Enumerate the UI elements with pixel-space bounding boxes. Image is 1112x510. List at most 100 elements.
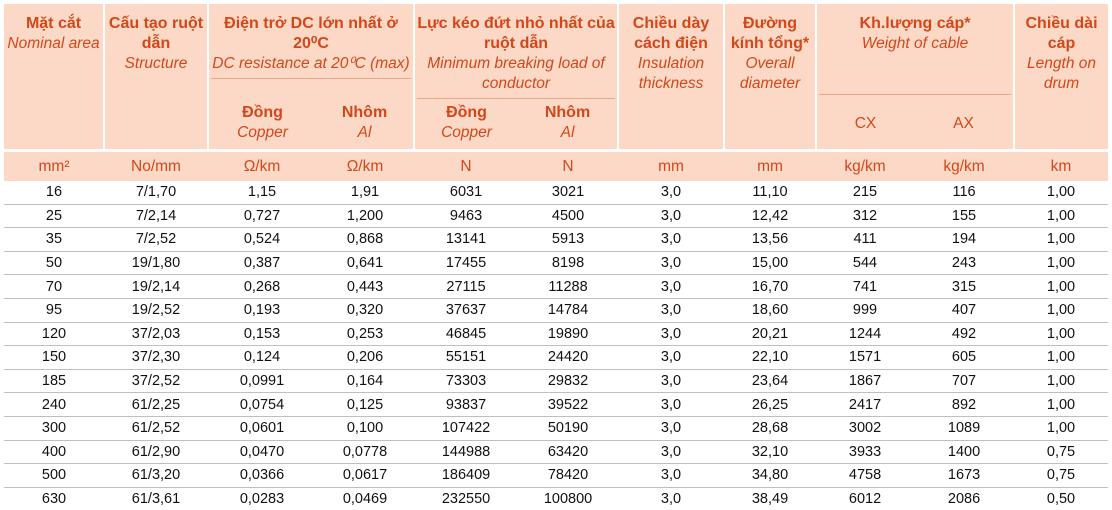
table-cell: 63420 [518, 440, 619, 465]
table-cell: 2086 [947, 491, 981, 508]
header-weight: Kh.lượng cáp* Weight of cable [815, 4, 1015, 99]
table-cell: 8198 [518, 251, 619, 276]
table-cell: 240 [4, 392, 104, 417]
table-cell: 0,641 [316, 251, 415, 276]
unit-cell: kg/km [816, 149, 915, 181]
header-area: Mặt cắt Nominal area [4, 4, 104, 151]
table-cell: 61/2,52 [104, 416, 208, 441]
table-cell: 100800 [543, 491, 593, 508]
header-resistance-aluminium: Nhôm Al [316, 99, 415, 151]
table-cell: 11,10 [724, 181, 817, 205]
table-cell: 6031 [414, 181, 519, 205]
table-cell: 0,206 [316, 345, 415, 370]
table-cell: 23,64 [724, 369, 817, 394]
table-cell: 707 [914, 369, 1015, 394]
table-cell: 0,320 [316, 298, 415, 323]
table-cell: 492 [914, 322, 1015, 347]
table-cell: 0,387 [208, 251, 316, 276]
table-cell: 1,00 [1014, 416, 1109, 441]
table-cell: 70 [4, 274, 104, 299]
table-cell: 0,0991 [208, 369, 316, 394]
table-cell: 0,0754 [208, 392, 316, 417]
table-cell: 1571 [816, 345, 915, 370]
table-cell: 61/2,90 [104, 440, 208, 465]
cable-spec-table: Mặt cắt Nominal area Cấu tạo ruột dẫn St… [4, 4, 1109, 510]
table-cell: 120 [4, 322, 104, 347]
table-cell: 7/2,14 [104, 204, 208, 229]
table-cell: 0,50 [1046, 491, 1076, 508]
table-cell: 61/3,20 [104, 463, 208, 488]
table-row: 150 37/2,30 0,124 0,206 55151 24420 3,0 22,10 15… [4, 345, 1109, 370]
table-cell: 630 [41, 491, 67, 508]
unit-cell: mm² [4, 149, 104, 181]
table-cell: 3933 [816, 440, 915, 465]
table-cell: 4758 [816, 463, 915, 488]
table-row: 120 37/2,03 0,153 0,253 46845 19890 3,0 20,21 12… [4, 322, 1109, 347]
table-cell: 194 [914, 227, 1015, 252]
unit-cell: mm [724, 149, 817, 181]
table-cell: 24420 [518, 345, 619, 370]
table-cell: 14784 [518, 298, 619, 323]
table-cell: 0,125 [316, 392, 415, 417]
table-cell: 0,524 [208, 227, 316, 252]
table-cell: 605 [914, 345, 1015, 370]
table-cell: 1,00 [1014, 322, 1109, 347]
table-cell: 215 [816, 181, 915, 205]
table-cell: 892 [914, 392, 1015, 417]
table-cell: 0,868 [316, 227, 415, 252]
table-cell: 185 [4, 369, 104, 394]
table-row: 630 61/3,61 0,0283 0,0469 232550 100800 3,0 38,… [4, 487, 1108, 510]
header-resistance-copper: Đồng Copper [207, 99, 316, 151]
table-cell: 0,268 [208, 274, 316, 299]
table-cell: 0,153 [208, 322, 316, 347]
table-cell: 3,0 [618, 274, 725, 299]
table-row: 50 19/1,80 0,387 0,641 17455 8198 3,0 15,00 544 2… [4, 251, 1109, 276]
table-cell: 37637 [414, 298, 519, 323]
table-cell: 11288 [518, 274, 619, 299]
table-cell: 15,00 [724, 251, 817, 276]
table-cell: 0,75 [1014, 463, 1109, 488]
table-cell: 0,0601 [208, 416, 316, 441]
table-cell: 0,253 [316, 322, 415, 347]
unit-cell: Ω/km [208, 149, 316, 181]
table-cell: 3,0 [618, 463, 725, 488]
unit-cell: N [518, 149, 619, 181]
table-cell: 741 [816, 274, 915, 299]
table-cell: 315 [914, 274, 1015, 299]
table-cell: 1,00 [1014, 181, 1109, 205]
table-cell: 13,56 [724, 227, 817, 252]
table-cell: 26,25 [724, 392, 817, 417]
table-cell: 411 [816, 227, 915, 252]
table-cell: 46845 [414, 322, 519, 347]
table-cell: 95 [4, 298, 104, 323]
table-cell: 116 [914, 181, 1015, 205]
table-cell: 22,10 [724, 345, 817, 370]
table-cell: 55151 [414, 345, 519, 370]
table-cell: 3,0 [618, 322, 725, 347]
unit-cell: mm [618, 149, 725, 181]
table-cell: 312 [816, 204, 915, 229]
table-row: 16 7/1,70 1,15 1,91 6031 3021 3,0 11,10 215 116 1,… [4, 181, 1109, 205]
table-cell: 73303 [414, 369, 519, 394]
header-insulation: Chiều dày cách điện Insulation thickness [617, 4, 725, 151]
table-cell: 1,200 [316, 204, 415, 229]
table-cell: 3,0 [618, 227, 725, 252]
table-cell: 32,10 [724, 440, 817, 465]
table-cell: 1673 [914, 463, 1015, 488]
table-cell: 0,164 [316, 369, 415, 394]
table-cell: 0,124 [208, 345, 316, 370]
table-cell: 19/1,80 [104, 251, 208, 276]
table-header: Mặt cắt Nominal area Cấu tạo ruột dẫn St… [4, 4, 1109, 181]
unit-cell: Ω/km [316, 149, 415, 181]
table-row: 25 7/2,14 0,727 1,200 9463 4500 3,0 12,42 312 155… [4, 204, 1109, 229]
table-cell: 16,70 [724, 274, 817, 299]
table-row: 95 19/2,52 0,193 0,320 37637 14784 3,0 18,60 999… [4, 298, 1109, 323]
table-cell: 3,0 [618, 204, 725, 229]
table-cell: 243 [914, 251, 1015, 276]
table-cell: 3,0 [618, 345, 725, 370]
table-cell: 7/2,52 [104, 227, 208, 252]
table-cell: 61/3,61 [131, 491, 181, 508]
header-resistance: Điện trở DC lớn nhất ở 20⁰C DC resistanc… [206, 4, 415, 99]
table-cell: 3,0 [618, 181, 725, 205]
table-cell: 1,15 [208, 181, 316, 205]
